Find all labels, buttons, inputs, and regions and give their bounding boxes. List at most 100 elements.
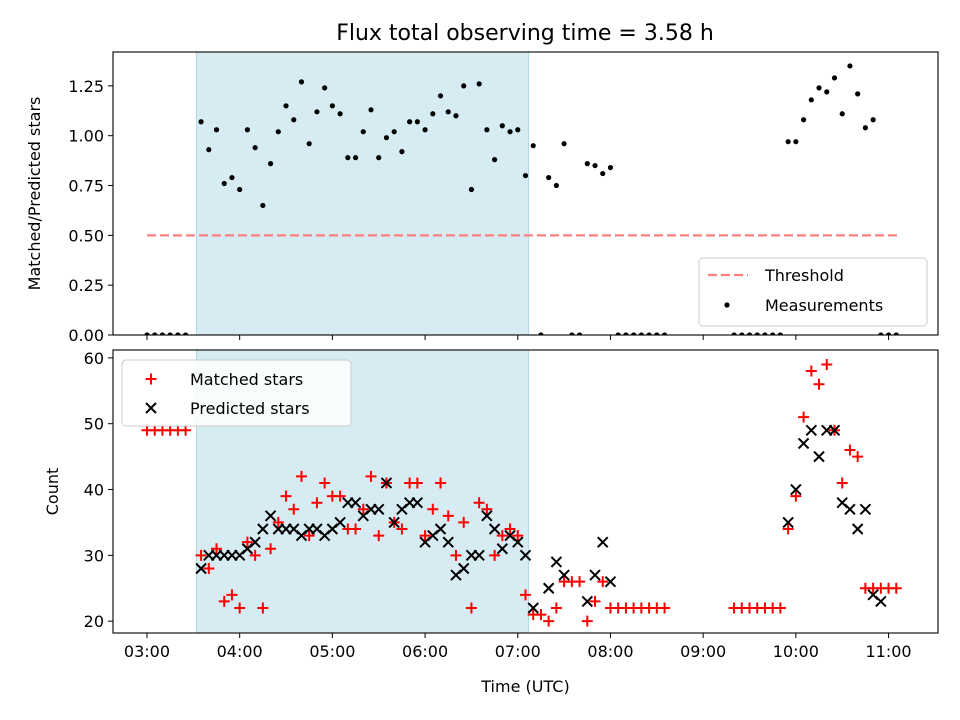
measurement-point [739, 332, 745, 335]
matched-star-point [805, 365, 817, 377]
count-y-tick-label: 60 [84, 349, 104, 368]
measurement-point [329, 103, 335, 109]
measurement-point [592, 162, 598, 169]
matched-star-point [821, 358, 833, 370]
count-y-tick-label: 20 [84, 612, 104, 631]
predicted-star-point [813, 450, 825, 463]
measurement-point [870, 117, 876, 123]
matched-star-point [813, 378, 825, 390]
predicted-star-point [496, 543, 509, 555]
matched-star-point [226, 589, 238, 601]
matched-star-point [396, 523, 408, 535]
x-tick-label: 06:00 [402, 642, 448, 661]
matched-star-point [241, 536, 253, 548]
matched-star-point [311, 497, 323, 509]
matched-star-point [836, 477, 848, 489]
measurement-point [144, 332, 150, 335]
measurement-point [267, 161, 274, 167]
measurement-point [638, 332, 644, 335]
ratio-y-tick-label: 0.25 [68, 276, 104, 295]
matched-star-point [496, 530, 508, 542]
measurement-point [731, 332, 737, 335]
measurement-point [391, 129, 397, 135]
count-legend: Matched stars Predicted stars [121, 359, 352, 427]
measurement-point [352, 155, 359, 161]
predicted-star-point [411, 496, 424, 509]
predicted-star-point [380, 477, 393, 489]
series-measurements [144, 63, 899, 335]
measurement-point [414, 119, 420, 125]
measurement-point [213, 127, 220, 133]
matched-star-point [489, 549, 501, 561]
ratio-y-tick-label: 0.00 [68, 326, 104, 345]
measurement-point [492, 157, 498, 163]
measurement-point [221, 180, 227, 187]
matched-star-point [203, 563, 215, 575]
matched-star-point [589, 595, 601, 607]
predicted-star-point [797, 437, 810, 450]
measurement-point [855, 91, 861, 97]
legend-predicted-label: Predicted stars [190, 399, 310, 418]
measurement-point [399, 149, 405, 155]
legend-threshold-label: Threshold [764, 266, 844, 285]
x-tick-label: 10:00 [773, 642, 819, 661]
ratio-y-tick-label: 0.50 [68, 226, 104, 245]
matched-star-point [373, 530, 385, 542]
matched-star-point [473, 497, 485, 509]
x-axis-label: Time (UTC) [480, 677, 569, 696]
legend-measurements-label: Measurements [765, 296, 883, 315]
ratio-plot-area [144, 63, 901, 335]
series-predicted-stars [195, 424, 887, 614]
matched-star-point [535, 609, 547, 621]
measurement-point [175, 332, 181, 335]
matched-star-point [852, 451, 864, 463]
matched-star-point [512, 530, 524, 542]
measurement-point [538, 332, 544, 335]
measurement-point [445, 109, 451, 115]
predicted-star-point [581, 595, 594, 608]
x-tick-label: 11:00 [866, 642, 912, 661]
measurement-point [623, 332, 629, 335]
measurement-point [576, 332, 583, 335]
matched-star-point [597, 576, 609, 588]
measurement-point [183, 332, 189, 335]
measurement-point [800, 117, 807, 123]
matched-star-point [249, 549, 261, 561]
measurement-point [291, 117, 297, 123]
measurement-point [430, 111, 436, 117]
matched-star-point [790, 490, 802, 502]
predicted-star-point [349, 496, 362, 509]
predicted-star-point [542, 582, 555, 594]
predicted-star-point [790, 483, 802, 496]
measurement-point [530, 143, 536, 149]
measurement-point [237, 186, 243, 193]
measurement-point [244, 127, 251, 133]
measurement-point [484, 127, 490, 133]
predicted-star-point [373, 503, 385, 515]
matched-star-point [550, 602, 562, 614]
matched-star-point [419, 530, 431, 542]
ratio-y-axis-label: Matched/Predicted stars [25, 97, 44, 291]
matched-star-point [319, 477, 331, 489]
measurement-point [337, 111, 343, 117]
bottom-panel: 03:00 04:00 05:00 06:00 07:00 08:00 09:00 10:00… [43, 349, 939, 696]
measurement-point [600, 170, 606, 177]
matched-star-point [481, 503, 493, 515]
count-y-tick-label: 30 [84, 546, 104, 565]
top-panel: 0.00 0.25 0.50 0.75 1.00 1.25 Matched/Predicte… [25, 51, 939, 345]
measurement-point [522, 172, 529, 179]
matched-star-point [458, 516, 470, 528]
measurement-point [862, 125, 868, 131]
matched-star-point [365, 470, 377, 482]
series-matched-stars [141, 358, 902, 627]
legend-predicted-swatch [145, 402, 157, 414]
predicted-star-point [519, 549, 532, 562]
matched-star-point [303, 530, 315, 542]
legend-box [121, 359, 352, 427]
legend-box [698, 257, 928, 327]
matched-star-point [257, 602, 269, 614]
measurement-point [376, 155, 382, 161]
matched-star-point [288, 503, 300, 515]
ratio-observing-span [195, 51, 530, 336]
x-tick-label: 03:00 [124, 642, 170, 661]
